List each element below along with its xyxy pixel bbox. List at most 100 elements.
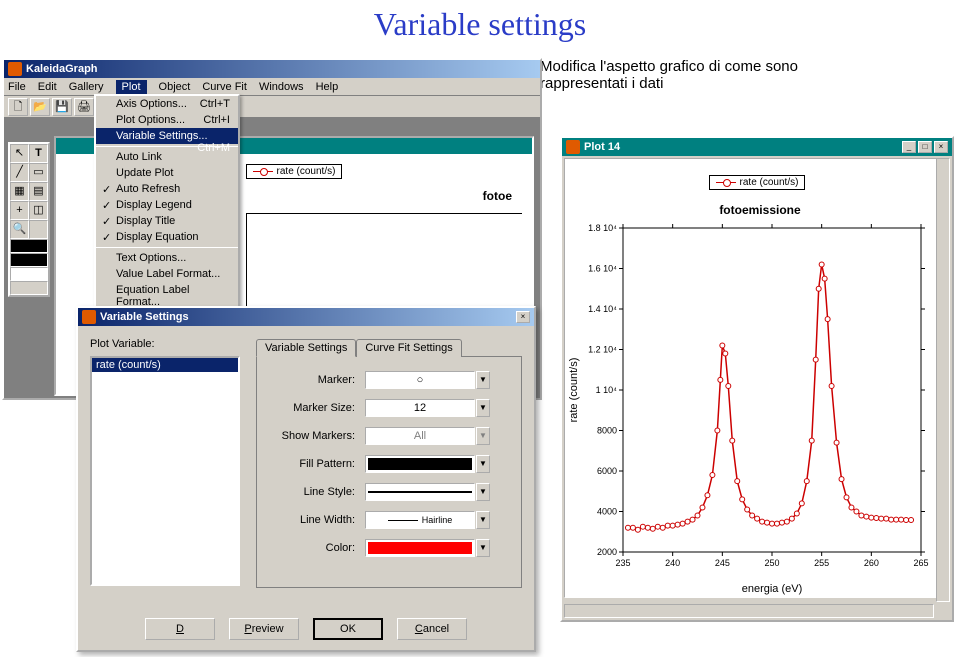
tool-plus-icon[interactable]: + [10, 201, 29, 220]
menu-item[interactable]: Plot Options...Ctrl+I [96, 112, 238, 128]
menu-help[interactable]: Help [316, 81, 339, 93]
fill-pattern-select[interactable]: ▼ [365, 455, 475, 473]
svg-text:4000: 4000 [597, 507, 617, 517]
menu-item[interactable]: ✓Display Equation [96, 229, 238, 245]
menu-item[interactable]: ✓Display Legend [96, 197, 238, 213]
menu-curvefit[interactable]: Curve Fit [202, 81, 247, 93]
legend-marker-icon [253, 171, 273, 172]
menu-item[interactable]: ✓Auto Refresh [96, 181, 238, 197]
ok-button[interactable]: OK [313, 618, 383, 640]
line-style-select[interactable]: ▼ [365, 483, 475, 501]
plot14-title-text: Plot 14 [584, 141, 900, 153]
svg-text:260: 260 [864, 558, 879, 568]
menu-item[interactable]: Axis Options...Ctrl+T [96, 96, 238, 112]
toolbar-save-icon[interactable]: 💾 [52, 98, 72, 116]
line-width-select[interactable]: Hairline▼ [365, 511, 475, 529]
dropdown-arrow-icon[interactable]: ▼ [476, 427, 490, 445]
tab-panel: Marker: ○▼ Marker Size: 12▼ Show Markers… [256, 356, 522, 588]
line-width-label: Line Width: [267, 514, 355, 526]
svg-text:255: 255 [814, 558, 829, 568]
vs-titlebar: Variable Settings × [78, 308, 534, 326]
tool-line-icon[interactable]: ╱ [10, 163, 29, 182]
toolbar-open-icon[interactable]: 📂 [30, 98, 50, 116]
color-label: Color: [267, 542, 355, 554]
menu-plot[interactable]: Plot [116, 80, 147, 94]
plot14-titlebar: Plot 14 _ □ × [562, 138, 952, 156]
dropdown-arrow-icon[interactable]: ▼ [476, 399, 490, 417]
svg-text:250: 250 [764, 558, 779, 568]
toolbar-print-icon[interactable]: 🖨 [74, 98, 94, 116]
close-button[interactable]: × [516, 311, 530, 323]
menu-gallery[interactable]: Gallery [69, 81, 104, 93]
menu-object[interactable]: Object [159, 81, 191, 93]
svg-text:2000: 2000 [597, 547, 617, 557]
tab-curve-fit-settings[interactable]: Curve Fit Settings [356, 339, 461, 357]
tool-palette: ↖ T ╱ ▭ ▦ ▤ + ◫ 🔍 [8, 142, 50, 297]
svg-text:6000: 6000 [597, 466, 617, 476]
dropdown-arrow-icon[interactable]: ▼ [476, 371, 490, 389]
menu-item[interactable]: Auto Link [96, 149, 238, 165]
dropdown-arrow-icon[interactable]: ▼ [476, 511, 490, 529]
page-title: Variable settings [0, 0, 960, 43]
plot-variable-label: Plot Variable: [90, 338, 240, 350]
close-button[interactable]: × [934, 141, 948, 153]
svg-text:240: 240 [665, 558, 680, 568]
svg-text:245: 245 [715, 558, 730, 568]
minimize-button[interactable]: _ [902, 141, 916, 153]
menu-item[interactable]: Value Label Format... [96, 266, 238, 282]
defaults-button[interactable]: D [145, 618, 215, 640]
svg-text:235: 235 [615, 558, 630, 568]
vs-title-text: Variable Settings [100, 311, 514, 323]
menu-item[interactable]: Text Options... [96, 250, 238, 266]
svg-text:1.2 10⁴: 1.2 10⁴ [588, 345, 617, 355]
svg-text:265: 265 [913, 558, 928, 568]
listbox-item-selected[interactable]: rate (count/s) [92, 358, 238, 372]
menu-edit[interactable]: Edit [38, 81, 57, 93]
color-fg-swatch[interactable] [10, 239, 48, 253]
tool-table-icon[interactable]: ▦ [10, 182, 29, 201]
preview-button[interactable]: Preview [229, 618, 299, 640]
tool-rect-icon[interactable]: ▭ [29, 163, 48, 182]
variable-settings-dialog: Variable Settings × Plot Variable: rate … [76, 306, 536, 652]
scrollbar-vertical[interactable] [936, 158, 950, 602]
marker-size-select[interactable]: 12▼ [365, 399, 475, 417]
dropdown-arrow-icon[interactable]: ▼ [476, 455, 490, 473]
marker-size-label: Marker Size: [267, 402, 355, 414]
tool-text-icon[interactable]: T [29, 144, 48, 163]
app-icon [8, 62, 22, 76]
color-select[interactable]: ▼ [365, 539, 475, 557]
tool-hand-icon[interactable] [29, 220, 48, 239]
dialog-icon [82, 310, 96, 324]
color-line-swatch[interactable] [10, 253, 48, 267]
tool-crop-icon[interactable]: ◫ [29, 201, 48, 220]
plot-left-legend: rate (count/s) [246, 164, 343, 179]
show-markers-label: Show Markers: [267, 430, 355, 442]
show-markers-select[interactable]: All▼ [365, 427, 475, 445]
scrollbar-horizontal[interactable] [564, 604, 934, 618]
svg-text:energia (eV): energia (eV) [742, 583, 803, 595]
color-none-swatch[interactable] [10, 281, 48, 295]
tool-zoom-icon[interactable]: 🔍 [10, 220, 29, 239]
plot14-window: Plot 14 _ □ × rate (count/s) fotoemissio… [560, 136, 954, 622]
tool-grid-icon[interactable]: ▤ [29, 182, 48, 201]
menu-item[interactable]: Update Plot [96, 165, 238, 181]
cancel-button[interactable]: Cancel [397, 618, 467, 640]
marker-select[interactable]: ○▼ [365, 371, 475, 389]
dropdown-arrow-icon[interactable]: ▼ [476, 483, 490, 501]
menu-file[interactable]: File [8, 81, 26, 93]
legend-marker-icon [716, 182, 736, 183]
maximize-button[interactable]: □ [918, 141, 932, 153]
menubar[interactable]: File Edit Gallery Plot Object Curve Fit … [4, 78, 540, 96]
tool-arrow-icon[interactable]: ↖ [10, 144, 29, 163]
toolbar-new-icon[interactable]: 🗋 [8, 98, 28, 116]
plot14-legend: rate (count/s) [709, 175, 806, 190]
page-subtitle: Modifica l'aspetto grafico di come sono … [540, 58, 840, 92]
color-bg-swatch[interactable] [10, 267, 48, 281]
dropdown-arrow-icon[interactable]: ▼ [476, 539, 490, 557]
plot-variable-listbox[interactable]: rate (count/s) [90, 356, 240, 586]
menu-item[interactable]: ✓Display Title [96, 213, 238, 229]
menu-windows[interactable]: Windows [259, 81, 304, 93]
menu-item[interactable]: Variable Settings...Ctrl+M [96, 128, 238, 144]
legend-label: rate (count/s) [277, 166, 336, 177]
tab-variable-settings[interactable]: Variable Settings [256, 339, 356, 357]
